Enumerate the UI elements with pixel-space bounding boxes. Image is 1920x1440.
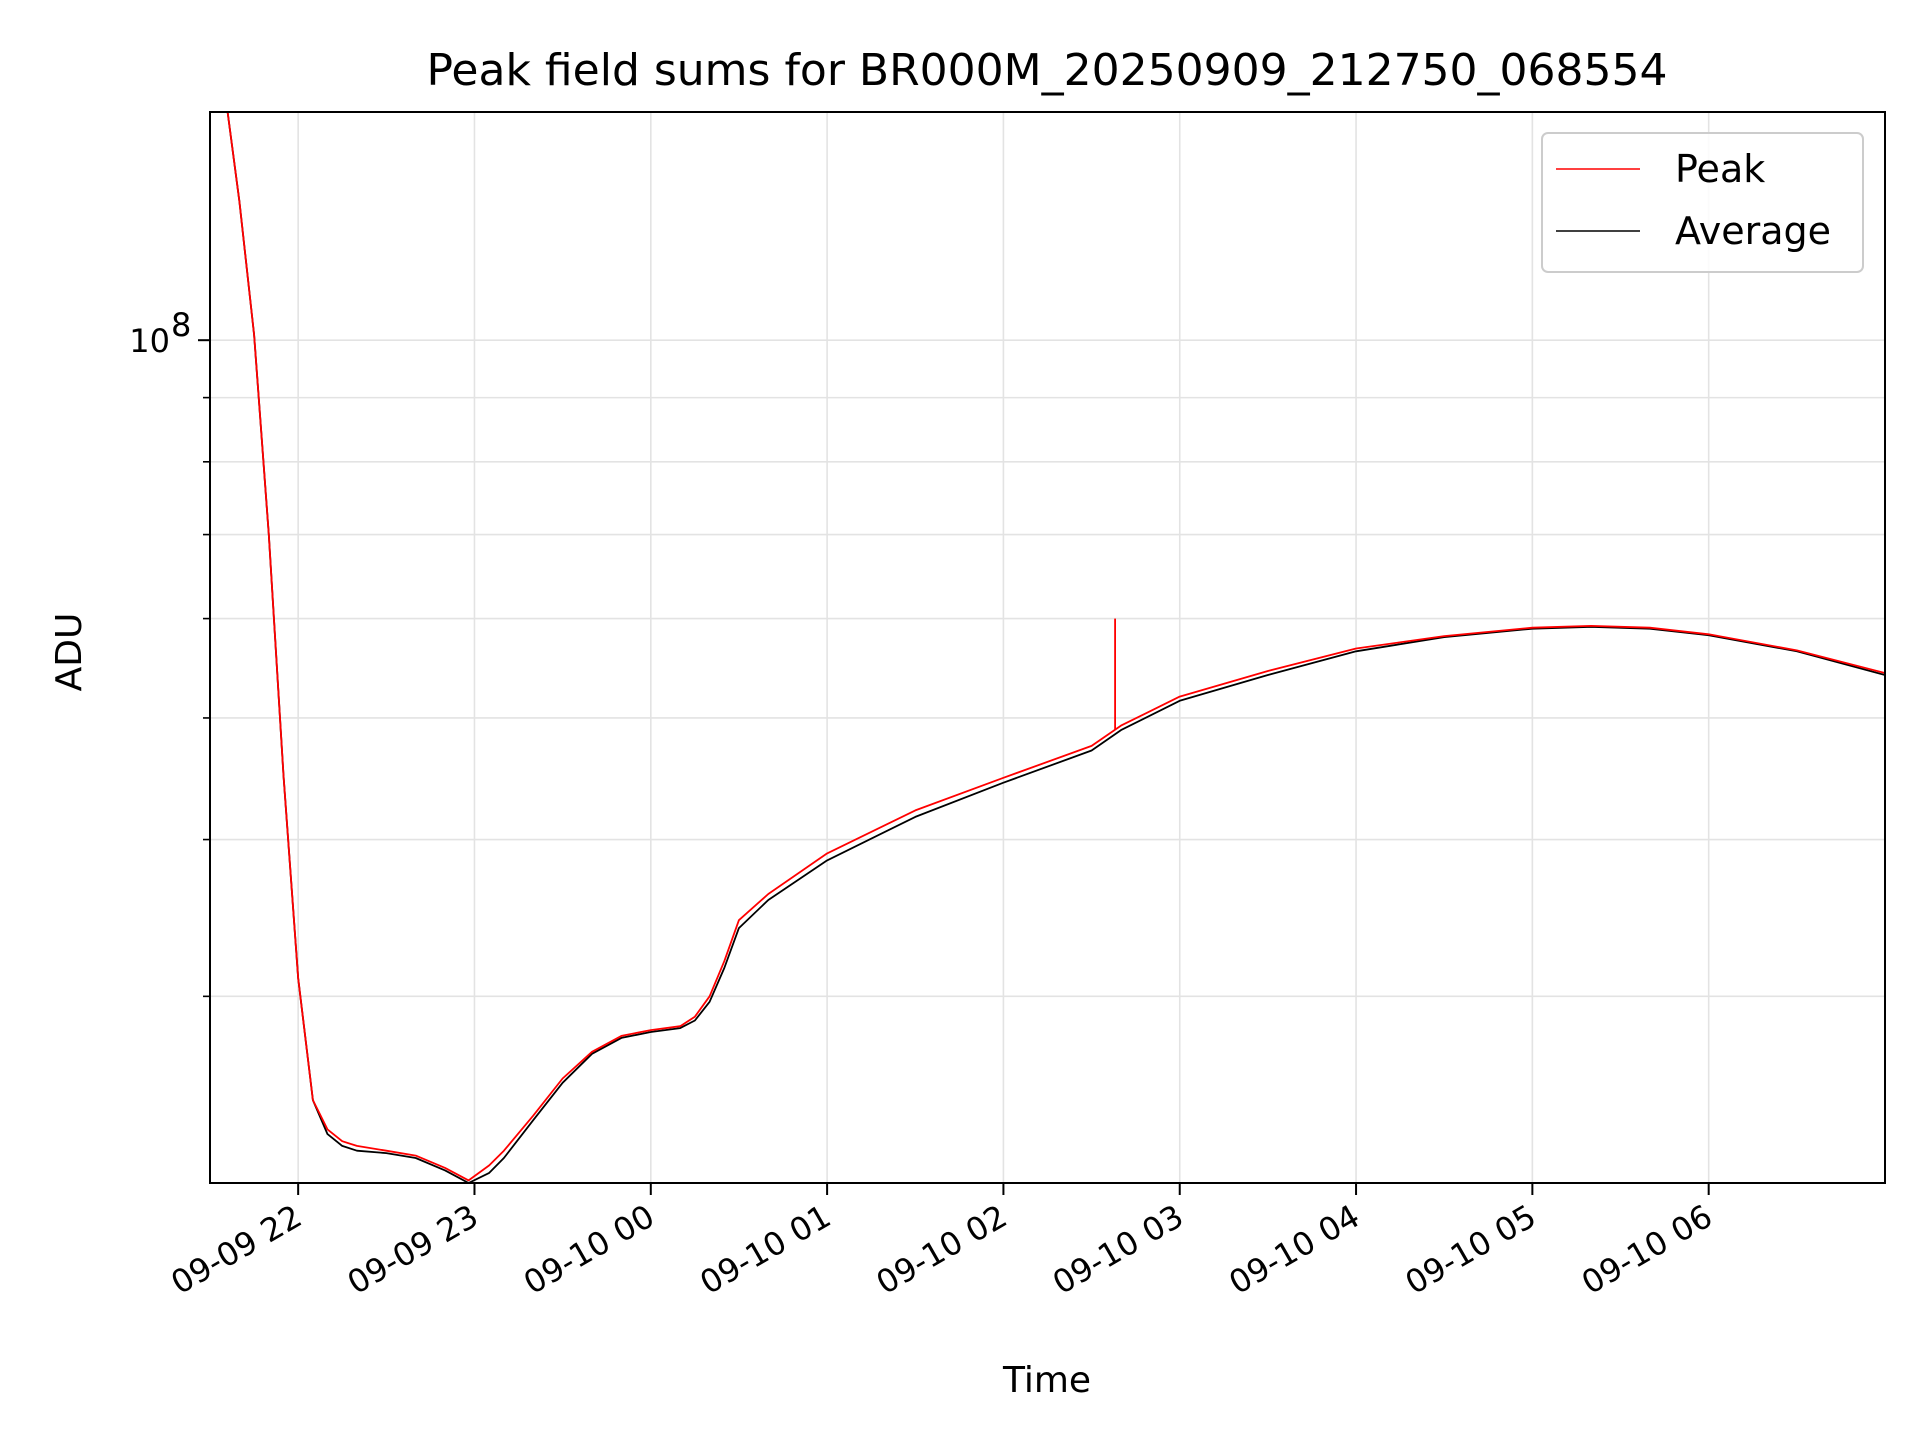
y-tick-label-exponent: 8 — [171, 306, 191, 344]
y-axis-label: ADU — [49, 613, 90, 692]
legend: Peak Average — [1541, 132, 1864, 273]
legend-box — [1541, 132, 1864, 273]
legend-average-label: Average — [1675, 209, 1831, 253]
series-line-peak — [210, 112, 1885, 1182]
x-axis-label: Time — [1002, 1360, 1091, 1401]
chart-title: Peak field sums for BR000M_20250909_2127… — [426, 45, 1667, 96]
plot-frame — [209, 111, 1886, 1184]
grid-layer — [210, 112, 1885, 1183]
series-layer — [210, 112, 1885, 1183]
y-tick-label-base: 10 — [129, 322, 170, 360]
legend-peak-label: Peak — [1675, 147, 1765, 191]
